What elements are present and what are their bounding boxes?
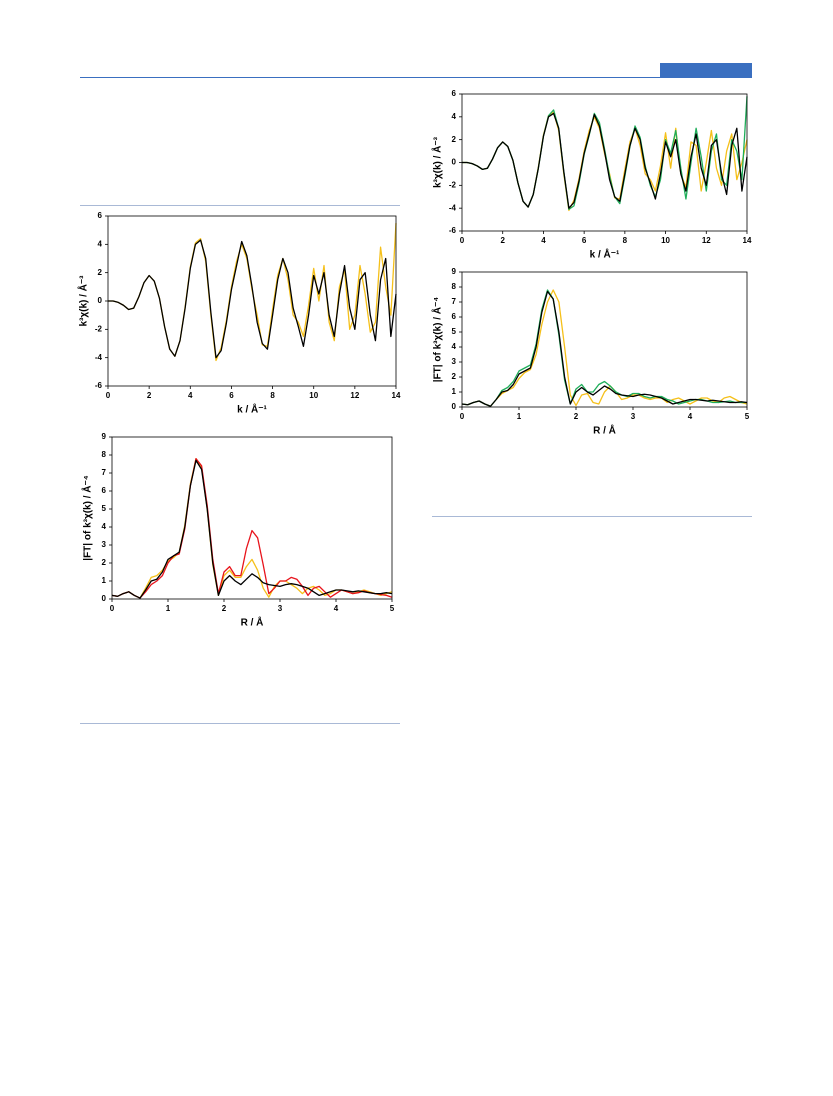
header-box (660, 63, 752, 77)
y-tick-label: 9 (102, 432, 107, 441)
y-tick-label: 3 (102, 540, 107, 549)
x-tick-label: 0 (110, 604, 115, 613)
data-line (111, 459, 393, 599)
x-tick-label: 4 (688, 412, 693, 421)
x-tick-label: 12 (350, 391, 359, 400)
x-tick-label: 14 (743, 236, 752, 245)
x-tick-label: 1 (166, 604, 171, 613)
plot-frame (461, 93, 748, 232)
x-tick-label: 8 (270, 391, 275, 400)
y-tick-label: 1 (452, 387, 457, 396)
x-tick-label: 2 (222, 604, 227, 613)
x-tick-label: 4 (541, 236, 546, 245)
x-tick-label: 2 (574, 412, 579, 421)
x-tick-label: 0 (106, 391, 111, 400)
x-tick-label: 8 (623, 236, 628, 245)
plot-frame (107, 215, 397, 387)
y-tick-label: 6 (98, 211, 103, 220)
y-tick-label: 2 (452, 135, 457, 144)
data-line (462, 111, 748, 212)
y-tick-label: 0 (452, 402, 457, 411)
data-line (462, 112, 748, 209)
y-tick-label: 3 (452, 357, 457, 366)
y-tick-label: -6 (449, 226, 457, 235)
data-line (461, 289, 747, 407)
y-tick-label: 2 (102, 558, 107, 567)
x-tick-label: 10 (309, 391, 318, 400)
x-tick-label: 14 (392, 391, 401, 400)
y-tick-label: 4 (102, 522, 107, 531)
y-tick-label: 1 (102, 576, 107, 585)
x-tick-label: 6 (229, 391, 234, 400)
y-tick-label: 4 (452, 112, 457, 121)
data-line (108, 223, 397, 362)
y-tick-label: 5 (452, 327, 457, 336)
x-axis-title: k / Å⁻¹ (590, 248, 620, 261)
x-axis-title: R / Å (241, 616, 264, 629)
y-axis-title: k³χ(k) / Å⁻³ (77, 275, 90, 327)
x-tick-label: 5 (745, 412, 750, 421)
x-tick-label: 1 (517, 412, 522, 421)
x-tick-label: 4 (188, 391, 193, 400)
x-tick-label: 4 (334, 604, 339, 613)
y-tick-label: -2 (449, 180, 457, 189)
y-tick-label: -2 (95, 324, 103, 333)
y-tick-label: 4 (98, 239, 103, 248)
y-tick-label: -6 (95, 381, 103, 390)
x-tick-label: 6 (582, 236, 587, 245)
x-tick-label: 12 (702, 236, 711, 245)
y-axis-title: k³χ(k) / Å⁻³ (431, 136, 444, 188)
y-tick-label: 8 (102, 450, 107, 459)
y-tick-label: 8 (452, 282, 457, 291)
x-tick-label: 2 (147, 391, 152, 400)
y-tick-label: 7 (102, 468, 107, 477)
y-tick-label: 0 (102, 594, 107, 603)
y-tick-label: 2 (98, 268, 103, 277)
x-tick-label: 5 (390, 604, 395, 613)
y-tick-label: 6 (452, 312, 457, 321)
y-tick-label: -4 (95, 353, 103, 362)
y-axis-title: |FT| of k³χ(k) / Å⁻⁴ (81, 475, 94, 561)
data-line (461, 290, 748, 407)
y-tick-label: 4 (452, 342, 457, 351)
y-tick-label: 6 (102, 486, 107, 495)
x-tick-label: 0 (460, 412, 465, 421)
y-tick-label: 0 (98, 296, 103, 305)
y-tick-label: 5 (102, 504, 107, 513)
x-tick-label: 3 (631, 412, 636, 421)
y-tick-label: 6 (452, 89, 457, 98)
plot-frame (111, 436, 393, 600)
plot-frame (461, 271, 748, 408)
y-tick-label: 7 (452, 297, 457, 306)
x-tick-label: 2 (500, 236, 505, 245)
x-tick-label: 3 (278, 604, 283, 613)
x-tick-label: 10 (661, 236, 670, 245)
y-tick-label: 2 (452, 372, 457, 381)
y-tick-label: 9 (452, 267, 457, 276)
data-line (108, 239, 397, 359)
y-tick-label: 0 (452, 158, 457, 167)
y-axis-title: |FT| of k³χ(k) / Å⁻⁴ (431, 297, 444, 383)
x-axis-title: R / Å (593, 424, 616, 437)
y-tick-label: -4 (449, 203, 457, 212)
x-axis-title: k / Å⁻¹ (237, 403, 267, 416)
data-line (111, 457, 393, 599)
x-tick-label: 0 (460, 236, 465, 245)
